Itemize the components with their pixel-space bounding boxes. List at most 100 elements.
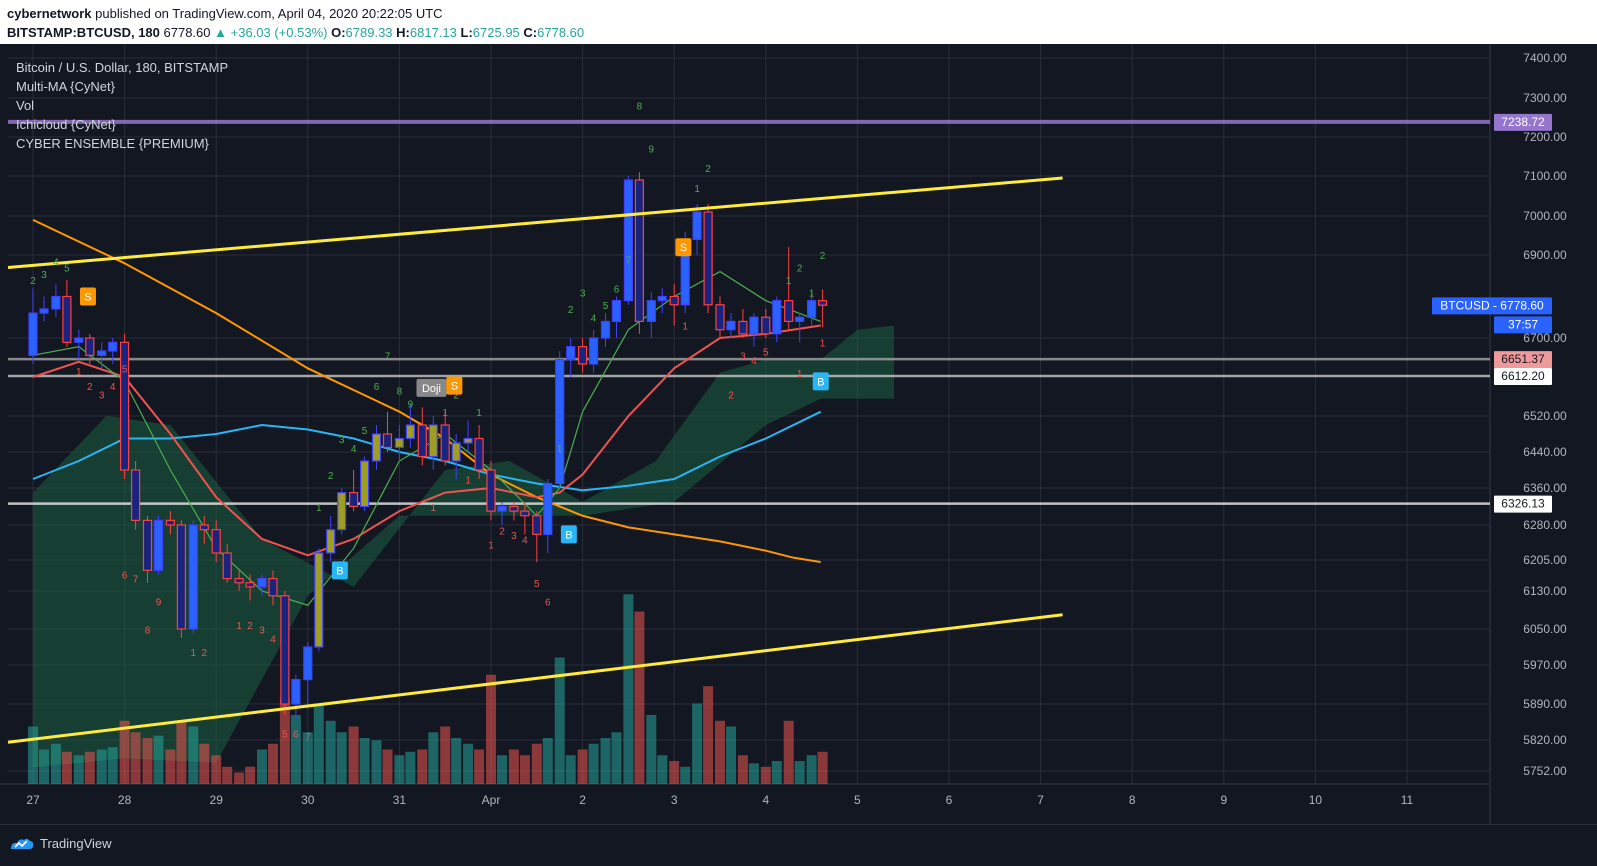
candle-body [165,519,175,526]
candle-body [349,492,359,508]
close-value: 6778.60 [537,25,585,40]
candle-body [188,524,198,630]
volume-bar [188,726,199,784]
candle-body [634,179,644,322]
time-tick-label: 31 [393,793,407,807]
td-count-label: 1 [557,444,563,455]
td-count-label: 3 [580,289,586,300]
td-count-label: 3 [740,352,746,363]
candle-body [142,519,153,571]
low-label: L: [460,25,473,40]
volume-bar [692,703,703,784]
volume-bar [313,703,324,784]
candle-body [371,433,382,462]
volume-bar [519,755,530,784]
candle-body [784,300,794,322]
td-count-label: 4 [591,313,597,324]
legend-indicator-multi-ma[interactable]: Multi-MA {CyNet} [16,79,115,94]
publish-text: published on TradingView.com, April 04, … [95,6,443,21]
candle-body [211,529,221,554]
price-tick-label: 6900.00 [1523,248,1567,262]
legend-title[interactable]: Bitcoin / U.S. Dollar, 180, BITSTAMP [16,60,229,75]
td-count-label: 9 [649,145,655,156]
candle-body [326,529,336,554]
time-tick-label: 9 [1220,793,1227,807]
tradingview-brand[interactable]: TradingView [9,836,112,851]
candle-body [440,424,450,462]
volume-bar [611,732,622,784]
volume-bar [119,720,130,784]
candle-body [176,524,186,630]
td-count-label: 1 [236,621,242,632]
td-count-label: 7 [133,575,139,586]
signal-text: B [336,565,343,577]
candle-body [566,346,576,361]
td-count-label: 2 [247,621,253,632]
price-axis-tag [1494,495,1552,513]
volume-bar [623,594,634,784]
td-count-label: 1 [476,408,482,419]
time-tick-label: 5 [854,793,861,807]
volume-bar [600,738,611,784]
signal-badge [560,525,577,544]
last-price: 6778.60 [163,25,211,40]
candle-body [222,552,232,580]
time-tick-label: 7 [1037,793,1044,807]
legend-indicator-cyber-ensemble[interactable]: CYBER ENSEMBLE {PREMIUM} [16,136,209,151]
td-count-label: 1 [786,276,792,287]
td-count-label: 1 [694,184,700,195]
td-count-label: 1 [76,367,82,378]
volume-bar [417,749,428,784]
signal-badge [79,287,96,306]
time-tick-label: 10 [1309,793,1323,807]
legend-indicator-vol[interactable]: Vol [16,98,35,113]
signal-text: S [451,381,458,393]
volume-bar [783,720,794,784]
td-count-label: 2 [87,382,93,393]
td-count-label: 2 [202,648,208,659]
td-count-label: 5 [362,426,368,437]
volume-bar [542,738,553,784]
candle-body [314,552,324,648]
signal-text: S [84,292,91,304]
candle-body [669,295,679,306]
price-tick-label: 7300.00 [1523,91,1567,105]
time-tick-label: Apr [482,793,501,807]
price-tick-label: 6280.00 [1523,518,1567,532]
time-tick-label: 6 [946,793,953,807]
volume-bar [130,732,141,784]
candle-body [806,300,817,318]
volume-bar [748,763,759,784]
price-axis-tag-text: 37:57 [1508,317,1538,331]
price-tick-label: 6360.00 [1523,481,1567,495]
chart-background [0,44,1597,824]
price-tick-label: 6520.00 [1523,409,1567,423]
price-axis-tag-text: 6326.13 [1501,497,1545,511]
volume-bar [290,715,301,784]
volume-bar [646,715,657,784]
td-count-label: 2 [568,305,574,316]
price-tick-label: 6440.00 [1523,445,1567,459]
author-name[interactable]: cybernetwork [7,6,92,21]
td-count-label: 7 [385,352,391,363]
volume-bar [669,761,680,784]
td-count-label: 9 [156,597,162,608]
price-axis-tag-text: 7238.72 [1501,115,1545,129]
signal-badge [331,561,348,580]
candle-body [382,433,393,449]
candle-body [463,437,473,444]
legend-indicator-ichicloud[interactable]: Ichicloud {CyNet} [16,117,116,132]
td-count-label: 5 [763,347,769,358]
signal-text: S [680,242,687,254]
signal-badge [675,238,692,257]
volume-bar [806,755,817,784]
price-axis-tag [1494,368,1552,386]
td-count-label: 5 [534,579,540,590]
volume-bar [725,726,736,784]
publish-header: cybernetwork published on TradingView.co… [0,0,1597,44]
volume-bar [28,726,38,784]
signal-badge [812,372,829,391]
td-count-label: 6 [614,284,620,295]
